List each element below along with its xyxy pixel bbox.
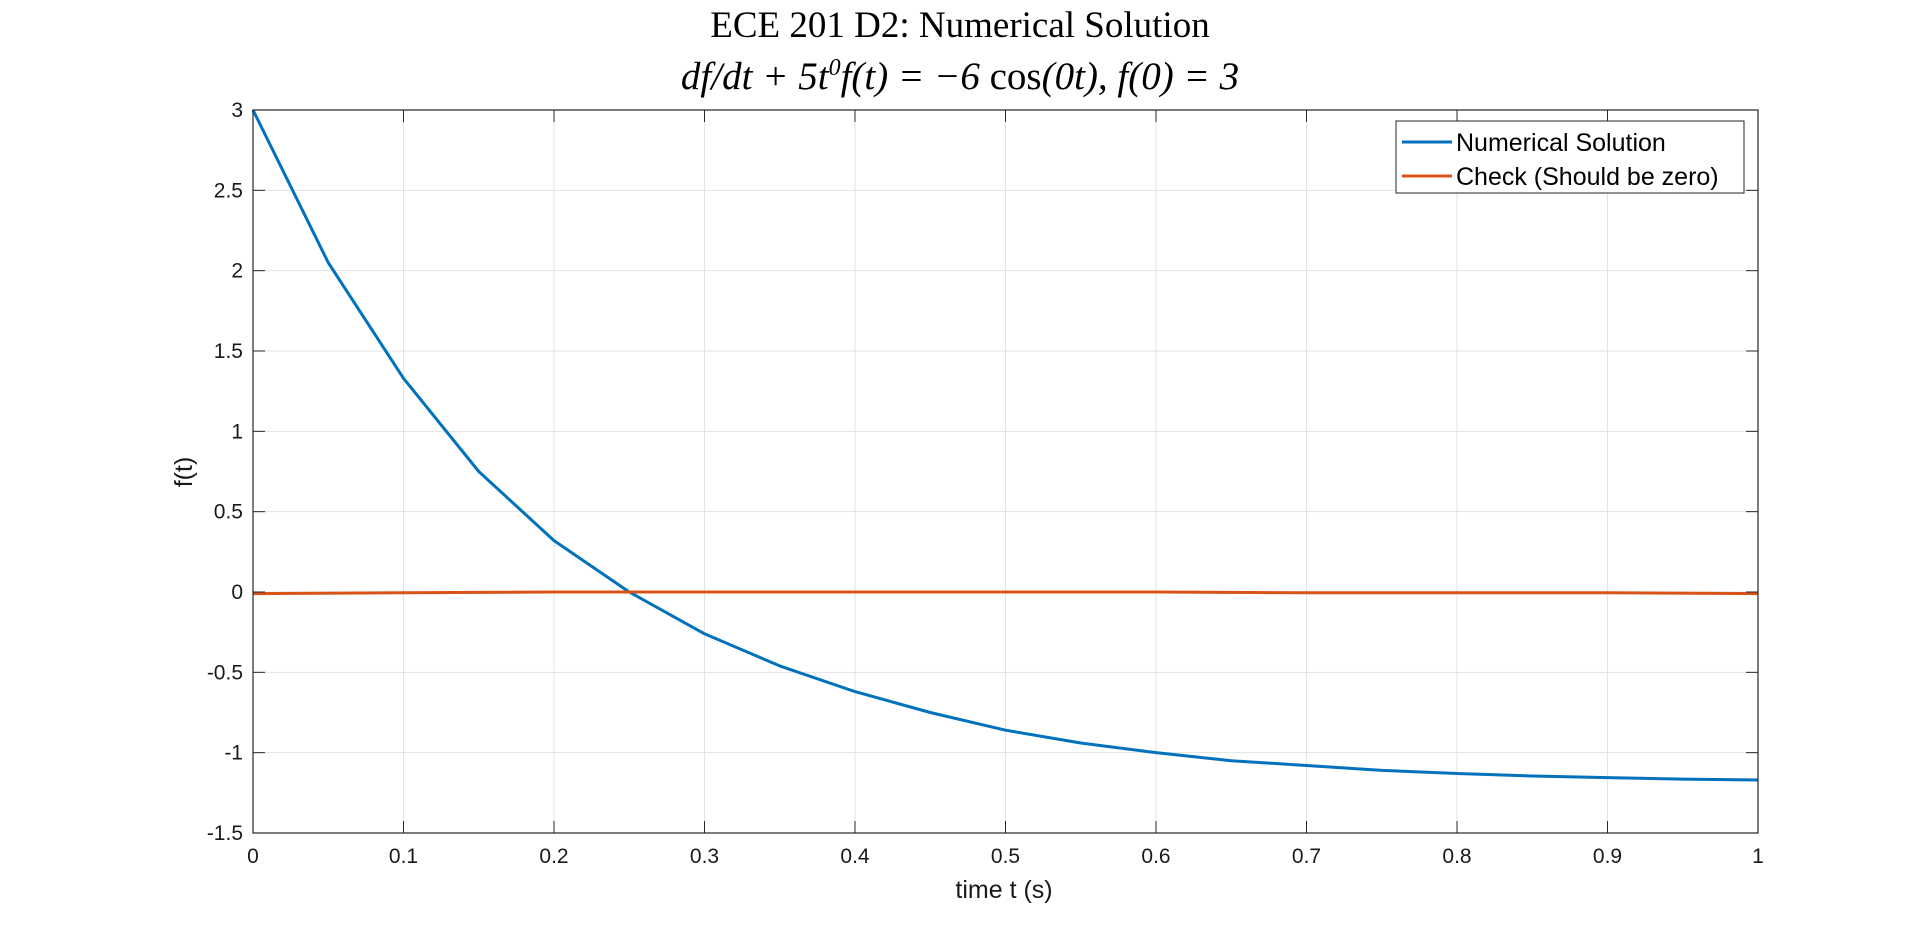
subtitle-exponent: 0: [828, 55, 841, 81]
legend-box: [1395, 120, 1745, 194]
series-line-1: [251, 109, 1759, 782]
subtitle-cos: cos: [989, 55, 1042, 98]
x-tick-label: 0.7: [1292, 845, 1321, 868]
y-tick-label: -1.5: [207, 822, 243, 845]
x-tick-label: 0.3: [690, 845, 719, 868]
series-lines: [251, 109, 1759, 782]
x-tick-label: 0: [247, 845, 259, 868]
x-tick-label: 0.1: [389, 845, 418, 868]
legend-entry-1: Numerical Solution: [1456, 129, 1666, 157]
series-line-2: [252, 590, 1759, 596]
axis-ticks: 0 0.1 0.2 0.3 0.4 0.5 0.6 0.7 0.8 0.9 1 -1.5 -1 -0.5 0…: [207, 99, 1764, 868]
y-tick-label: -0.5: [207, 661, 243, 684]
y-tick-label: 1.5: [214, 340, 243, 363]
y-tick-label: 2.5: [214, 179, 243, 202]
subtitle-part-b: f(t) = −6: [840, 55, 990, 98]
y-tick-label: 0: [231, 581, 243, 604]
subtitle-part-c: (0t), f(0) = 3: [1041, 55, 1240, 98]
chart-subtitle: df/dt + 5t0f(t) = −6 cos(0t), f(0) = 3: [0, 54, 1920, 99]
y-tick-label: 2: [231, 260, 243, 283]
y-tick-label: -1: [224, 742, 243, 765]
legend-entry-2: Check (Should be zero): [1456, 163, 1719, 191]
y-tick-label: 1: [231, 420, 243, 443]
y-tick-label: 0.5: [214, 501, 243, 524]
x-tick-label: 0.4: [840, 845, 870, 868]
x-tick-label: 0.5: [991, 845, 1020, 868]
x-tick-label: 0.2: [539, 845, 568, 868]
x-axis-label: time t (s): [955, 876, 1052, 904]
x-tick-label: 0.8: [1442, 845, 1471, 868]
x-tick-label: 0.6: [1141, 845, 1170, 868]
x-tick-label: 1: [1752, 845, 1764, 868]
chart-title: ECE 201 D2: Numerical Solution: [710, 5, 1210, 46]
legend: Numerical Solution Check (Should be zero): [1395, 120, 1745, 194]
x-tick-label: 0.9: [1593, 845, 1622, 868]
subtitle-part-a: df/dt + 5t: [680, 55, 829, 98]
y-axis-label: f(t): [170, 457, 198, 488]
y-tick-label: 3: [231, 99, 243, 122]
